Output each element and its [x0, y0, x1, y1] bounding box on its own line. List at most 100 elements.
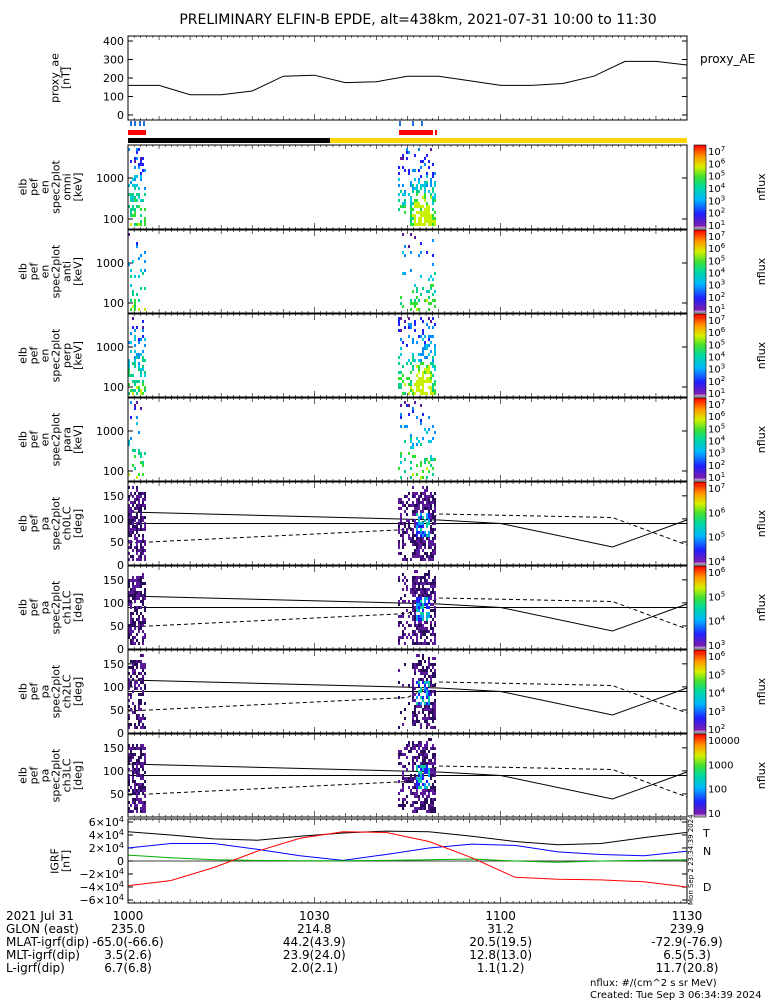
pitch-angle-cell — [144, 807, 146, 810]
spectrogram-cell — [430, 377, 432, 380]
pitch-angle-cell — [434, 576, 436, 579]
pitch-angle-cell — [432, 747, 434, 750]
pitch-angle-cell — [414, 594, 416, 597]
pitch-angle-cell — [134, 681, 136, 684]
pitch-angle-cell — [418, 576, 420, 579]
spectrogram-cell — [424, 380, 426, 383]
pitch-angle-cell — [424, 576, 426, 579]
spectrogram-cell — [420, 476, 422, 479]
pitch-angle-cell — [434, 543, 436, 546]
pitch-angle-cell — [140, 672, 142, 675]
colorbar-tick-label: 102 — [708, 207, 725, 220]
pitch-angle-cell — [416, 555, 418, 558]
row-value: 6.5(5.3) — [663, 948, 711, 962]
pitch-angle-cell — [412, 684, 414, 687]
pitch-angle-cell — [420, 777, 422, 780]
pitch-angle-cell — [130, 600, 132, 603]
spectrogram-cell — [412, 187, 414, 190]
pitch-angle-cell — [128, 531, 130, 534]
pitch-angle-cell — [142, 501, 144, 504]
spectrogram-cell — [430, 148, 432, 151]
pitch-angle-cell — [130, 543, 132, 546]
pitch-angle-cell — [132, 702, 134, 705]
pitch-angle-cell — [398, 696, 400, 699]
spectrogram-cell — [144, 374, 146, 377]
pitch-angle-cell — [134, 597, 136, 600]
spectrogram-cell — [428, 338, 430, 341]
spectrogram-cell — [426, 431, 428, 434]
series-label: proxy_AE — [700, 52, 755, 66]
pitch-angle-cell — [424, 762, 426, 765]
spectrogram-cell — [138, 163, 140, 166]
spectrogram-cell — [138, 356, 140, 359]
pitch-angle-cell — [418, 531, 420, 534]
pitch-angle-cell — [412, 714, 414, 717]
pitch-angle-cell — [406, 744, 408, 747]
spectrogram-cell — [402, 157, 404, 160]
spectrogram-cell — [420, 362, 422, 365]
pitch-angle-cell — [140, 555, 142, 558]
spectrogram-cell — [136, 401, 138, 404]
colorbar-tick-label: 106 — [708, 157, 726, 170]
spectrogram-cell — [412, 338, 414, 341]
pitch-angle-cell — [410, 774, 412, 777]
spectrogram-cell — [412, 184, 414, 187]
panel-frame — [127, 313, 688, 398]
spectrogram-cell — [142, 350, 144, 353]
pitch-angle-cell — [144, 810, 146, 813]
pitch-angle-cell — [412, 534, 414, 537]
colorbar-tick-label: 104 — [708, 615, 726, 628]
spectrogram-cell — [418, 211, 420, 214]
pitch-angle-cell — [130, 810, 132, 813]
spectrogram-cell — [428, 211, 430, 214]
pitch-angle-cell — [142, 669, 144, 672]
pitch-angle-cell — [416, 702, 418, 705]
pitch-angle-cell — [142, 615, 144, 618]
spectrogram-cell — [432, 458, 434, 461]
spectrogram-cell — [398, 329, 400, 332]
spectrogram-cell — [426, 323, 428, 326]
pitch-angle-cell — [136, 549, 138, 552]
pitch-angle-cell — [434, 717, 436, 720]
pitch-angle-cell — [134, 672, 136, 675]
pitch-angle-cell — [410, 804, 412, 807]
pitch-angle-cell — [412, 639, 414, 642]
spectrogram-cell — [420, 404, 422, 407]
pitch-angle-cell — [130, 696, 132, 699]
row-value: 12.8(13.0) — [469, 948, 532, 962]
pitch-angle-cell — [398, 798, 400, 801]
pitch-angle-cell — [132, 621, 134, 624]
spectrogram-cell — [434, 184, 436, 187]
pitch-angle-cell — [134, 783, 136, 786]
ylabel-line: pa — [39, 517, 52, 531]
spectrogram-cell — [140, 163, 142, 166]
ytick-label: 150 — [103, 742, 124, 755]
pitch-angle-cell — [142, 783, 144, 786]
colorbar — [693, 733, 707, 818]
colorbar-tick-label: 105 — [708, 170, 725, 183]
spectrogram-cell — [416, 211, 418, 214]
pitch-angle-cell — [414, 621, 416, 624]
pitch-angle-cell — [408, 522, 410, 525]
pitch-angle-cell — [430, 738, 432, 741]
spectrogram-cell — [140, 220, 142, 223]
colorbar-tick-label: 101 — [708, 303, 725, 316]
spectrogram-cell — [134, 166, 136, 169]
ytick-label: 50 — [110, 536, 124, 549]
pitch-angle-cell — [138, 702, 140, 705]
pitch-angle-cell — [136, 540, 138, 543]
pitch-angle-cell — [140, 504, 142, 507]
spectrogram-cell — [138, 353, 140, 356]
spectrogram-cell — [406, 404, 408, 407]
pitch-angle-cell — [406, 507, 408, 510]
pitch-angle-cell — [142, 744, 144, 747]
pitch-angle-cell — [426, 579, 428, 582]
pitch-angle-cell — [430, 495, 432, 498]
spectrogram-cell — [132, 199, 134, 202]
spectrogram-cell — [140, 461, 142, 464]
igrf-series-T — [127, 830, 688, 846]
pitch-angle-cell — [144, 492, 146, 495]
spectrogram-cell — [134, 362, 136, 365]
pitch-angle-cell — [134, 771, 136, 774]
spectrogram-cell — [414, 455, 416, 458]
